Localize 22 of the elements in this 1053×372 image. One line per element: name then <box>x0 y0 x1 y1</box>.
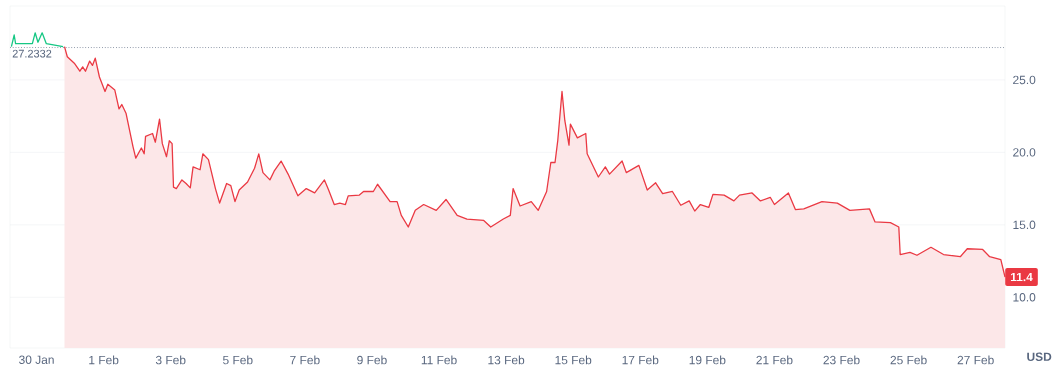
x-tick-label: 23 Feb <box>823 355 860 365</box>
x-tick-label: 9 Feb <box>357 355 387 365</box>
x-tick-label: 25 Feb <box>890 355 927 365</box>
y-tick-label: 10.0 <box>1013 293 1036 302</box>
y-axis-title: USD <box>1027 352 1052 361</box>
x-tick-label: 30 Jan <box>19 355 54 364</box>
x-tick-label: 17 Feb <box>622 355 659 365</box>
x-tick-label: 11 Feb <box>421 355 457 365</box>
x-tick-label: 15 Feb <box>555 355 592 365</box>
y-tick-label: 15.0 <box>1013 220 1036 230</box>
x-tick-label: 5 Feb <box>222 355 253 365</box>
x-tick-label: 27 Feb <box>957 355 994 365</box>
x-tick-label: 21 Feb <box>756 355 793 365</box>
x-tick-label: 19 Feb <box>689 355 726 365</box>
x-tick-label: 1 Feb <box>89 355 119 365</box>
x-tick-label: 3 Feb <box>155 355 186 365</box>
x-tick-label: 13 Feb <box>488 355 525 365</box>
x-tick-label: 7 Feb <box>290 355 320 365</box>
y-tick-label: 20.0 <box>1013 148 1036 157</box>
y-tick-label: 25.0 <box>1013 75 1036 85</box>
ref-line-label: 27.2332 <box>12 49 52 58</box>
annotation: 11.4 <box>1010 272 1033 282</box>
